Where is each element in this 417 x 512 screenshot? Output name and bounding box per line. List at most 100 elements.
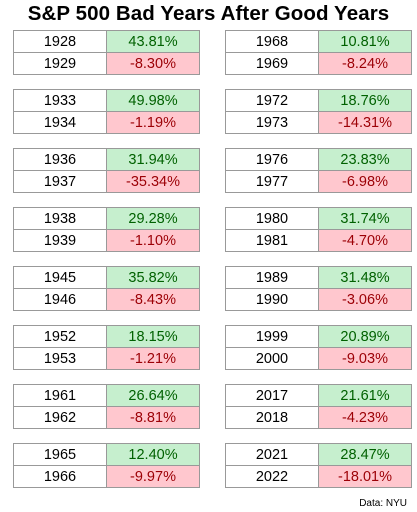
good-year-row: 1968 10.81% [225, 30, 412, 53]
pair-table: 1972 18.76% 1973 -14.31% [225, 89, 412, 134]
bad-year-row: 1990 -3.06% [225, 288, 412, 311]
return-cell: -4.70% [318, 229, 412, 252]
pair-table: 2017 21.61% 2018 -4.23% [225, 384, 412, 429]
year-cell: 1981 [225, 229, 319, 252]
good-year-row: 1961 26.64% [13, 384, 200, 407]
pair-table: 1976 23.83% 1977 -6.98% [225, 148, 412, 193]
year-cell: 1962 [13, 406, 107, 429]
year-cell: 1938 [13, 207, 107, 230]
return-cell: 21.61% [318, 384, 412, 407]
year-cell: 2022 [225, 465, 319, 488]
return-cell: 28.47% [318, 443, 412, 466]
bad-year-row: 1946 -8.43% [13, 288, 200, 311]
bad-year-row: 1934 -1.19% [13, 111, 200, 134]
year-cell: 1968 [225, 30, 319, 53]
return-cell: -1.19% [106, 111, 200, 134]
pair-table: 1933 49.98% 1934 -1.19% [13, 89, 200, 134]
year-cell: 1990 [225, 288, 319, 311]
return-cell: -3.06% [318, 288, 412, 311]
bad-year-row: 1937 -35.34% [13, 170, 200, 193]
bad-year-row: 2000 -9.03% [225, 347, 412, 370]
pair-table: 1936 31.94% 1937 -35.34% [13, 148, 200, 193]
return-cell: 43.81% [106, 30, 200, 53]
return-cell: -18.01% [318, 465, 412, 488]
return-cell: -4.23% [318, 406, 412, 429]
return-cell: 31.48% [318, 266, 412, 289]
year-cell: 1961 [13, 384, 107, 407]
pair-table: 1999 20.89% 2000 -9.03% [225, 325, 412, 370]
good-year-row: 1976 23.83% [225, 148, 412, 171]
year-cell: 1933 [13, 89, 107, 112]
good-year-row: 1989 31.48% [225, 266, 412, 289]
year-cell: 1929 [13, 52, 107, 75]
pair-table: 1928 43.81% 1929 -8.30% [13, 30, 200, 75]
return-cell: 49.98% [106, 89, 200, 112]
year-cell: 1989 [225, 266, 319, 289]
source-note: Data: NYU [359, 498, 407, 509]
pair-table: 1952 18.15% 1953 -1.21% [13, 325, 200, 370]
return-cell: -1.10% [106, 229, 200, 252]
bad-year-row: 1953 -1.21% [13, 347, 200, 370]
return-cell: 18.15% [106, 325, 200, 348]
good-year-row: 1938 29.28% [13, 207, 200, 230]
return-cell: -14.31% [318, 111, 412, 134]
return-cell: 31.94% [106, 148, 200, 171]
return-cell: 29.28% [106, 207, 200, 230]
year-cell: 2000 [225, 347, 319, 370]
year-cell: 1976 [225, 148, 319, 171]
bad-year-row: 1929 -8.30% [13, 52, 200, 75]
return-cell: 26.64% [106, 384, 200, 407]
good-year-row: 1980 31.74% [225, 207, 412, 230]
year-cell: 1945 [13, 266, 107, 289]
bad-year-row: 1966 -9.97% [13, 465, 200, 488]
good-year-row: 2021 28.47% [225, 443, 412, 466]
return-cell: 23.83% [318, 148, 412, 171]
good-year-row: 2017 21.61% [225, 384, 412, 407]
return-cell: -6.98% [318, 170, 412, 193]
bad-year-row: 1977 -6.98% [225, 170, 412, 193]
good-year-row: 1952 18.15% [13, 325, 200, 348]
pair-table: 1968 10.81% 1969 -8.24% [225, 30, 412, 75]
pair-table: 1938 29.28% 1939 -1.10% [13, 207, 200, 252]
pair-table: 1980 31.74% 1981 -4.70% [225, 207, 412, 252]
year-cell: 1928 [13, 30, 107, 53]
return-cell: -8.30% [106, 52, 200, 75]
year-cell: 1937 [13, 170, 107, 193]
pair-table: 1945 35.82% 1946 -8.43% [13, 266, 200, 311]
return-cell: -9.03% [318, 347, 412, 370]
return-cell: -1.21% [106, 347, 200, 370]
year-cell: 1952 [13, 325, 107, 348]
good-year-row: 1965 12.40% [13, 443, 200, 466]
return-cell: -8.81% [106, 406, 200, 429]
return-cell: -8.43% [106, 288, 200, 311]
good-year-row: 1999 20.89% [225, 325, 412, 348]
year-cell: 1999 [225, 325, 319, 348]
bad-year-row: 1969 -8.24% [225, 52, 412, 75]
year-cell: 1965 [13, 443, 107, 466]
return-cell: -8.24% [318, 52, 412, 75]
pair-table: 1989 31.48% 1990 -3.06% [225, 266, 412, 311]
return-cell: 31.74% [318, 207, 412, 230]
good-year-row: 1972 18.76% [225, 89, 412, 112]
bad-year-row: 1962 -8.81% [13, 406, 200, 429]
return-cell: 18.76% [318, 89, 412, 112]
year-cell: 1973 [225, 111, 319, 134]
year-cell: 1980 [225, 207, 319, 230]
bad-year-row: 1939 -1.10% [13, 229, 200, 252]
year-cell: 2017 [225, 384, 319, 407]
year-cell: 2018 [225, 406, 319, 429]
bad-year-row: 1973 -14.31% [225, 111, 412, 134]
return-cell: 20.89% [318, 325, 412, 348]
year-cell: 1936 [13, 148, 107, 171]
return-cell: -9.97% [106, 465, 200, 488]
year-cell: 1977 [225, 170, 319, 193]
year-cell: 1939 [13, 229, 107, 252]
return-cell: -35.34% [106, 170, 200, 193]
year-cell: 1946 [13, 288, 107, 311]
good-year-row: 1945 35.82% [13, 266, 200, 289]
bad-year-row: 1981 -4.70% [225, 229, 412, 252]
year-cell: 1934 [13, 111, 107, 134]
year-cell: 1966 [13, 465, 107, 488]
bad-year-row: 2018 -4.23% [225, 406, 412, 429]
good-year-row: 1936 31.94% [13, 148, 200, 171]
